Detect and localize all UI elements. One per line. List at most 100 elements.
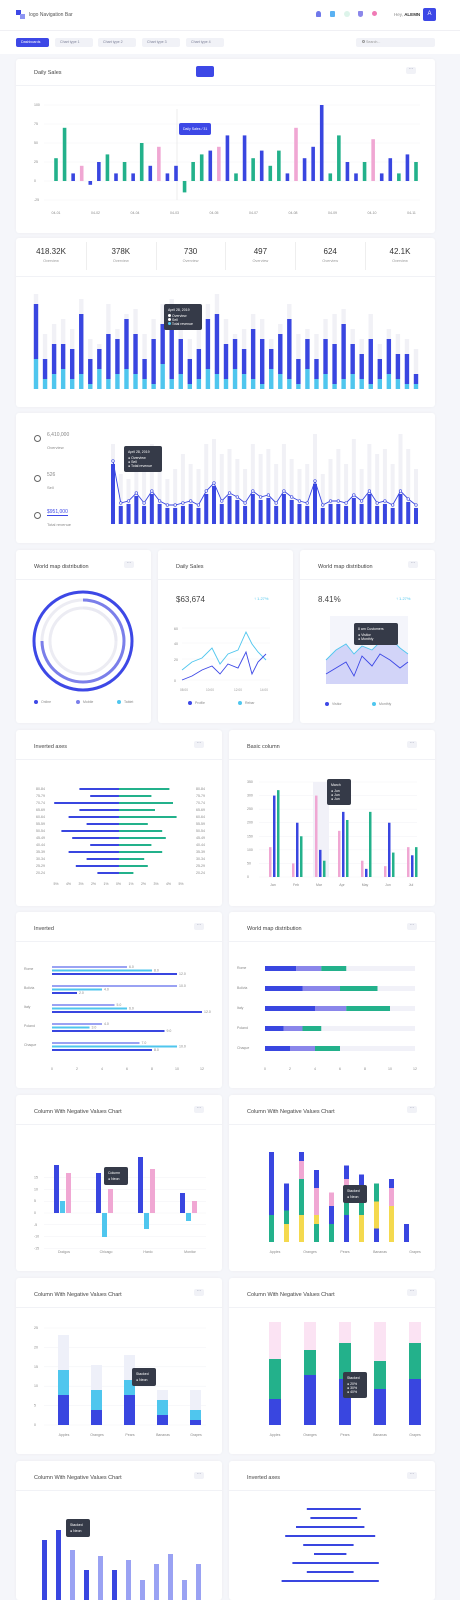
bar-segment-overview bbox=[160, 324, 165, 364]
bar-segment bbox=[302, 986, 340, 991]
bar-left bbox=[296, 1526, 332, 1528]
shield-icon[interactable] bbox=[358, 11, 363, 17]
tooltip-item-label: Sell bbox=[131, 460, 137, 464]
circle-icon[interactable] bbox=[344, 11, 350, 17]
more-options-button[interactable]: ··· bbox=[407, 923, 417, 930]
bar-segment-overview bbox=[51, 344, 57, 374]
bar-value-label: 10.0 bbox=[179, 1045, 186, 1049]
card-title: World map distribution bbox=[318, 564, 373, 570]
bar-segment bbox=[340, 986, 378, 991]
bar-segment bbox=[346, 1006, 390, 1011]
tooltip-item: Overview bbox=[168, 314, 198, 318]
y-tick-label: 100 bbox=[247, 848, 253, 852]
bar-right bbox=[332, 1571, 354, 1573]
bar-chart-toggle[interactable] bbox=[196, 66, 214, 77]
bar-segment-sell bbox=[395, 379, 401, 389]
tab-chart-type-4[interactable]: Chart type 4 bbox=[186, 38, 224, 47]
bar-background bbox=[250, 444, 255, 524]
bar-background bbox=[390, 464, 395, 524]
tooltip-item-label: Neon bbox=[111, 1177, 120, 1181]
trend-point bbox=[134, 491, 138, 495]
y-tick-label: -15 bbox=[34, 1246, 39, 1250]
trend-point bbox=[414, 503, 418, 507]
more-options-button[interactable]: ··· bbox=[407, 1289, 417, 1296]
bar-left bbox=[306, 1571, 332, 1573]
divider bbox=[300, 579, 435, 580]
more-options-button[interactable]: ··· bbox=[194, 741, 204, 748]
bar bbox=[371, 139, 375, 181]
search-input[interactable]: Search... bbox=[356, 38, 435, 47]
row-label-right: 80-84 bbox=[196, 787, 205, 791]
heart-icon[interactable] bbox=[372, 11, 377, 16]
bar-segment bbox=[269, 1322, 281, 1359]
world-map-stacked-card: World map distribution ··· Rome Bolivia It… bbox=[229, 912, 435, 1088]
more-options-button[interactable]: ··· bbox=[406, 67, 416, 74]
tab-chart-type-1[interactable]: Chart type 1 bbox=[55, 38, 93, 47]
bar-segment bbox=[374, 1183, 379, 1202]
bar-segment-sell bbox=[79, 374, 84, 389]
bar bbox=[139, 143, 144, 181]
more-options-button[interactable]: ··· bbox=[408, 561, 418, 568]
bar-value-label: 4.0 bbox=[104, 988, 109, 992]
negative-stacked-card: Column With Negative Values Chart ··· Ap… bbox=[229, 1095, 435, 1271]
bar bbox=[414, 508, 418, 524]
inverted-axes-card-2: Inverted axes ··· bbox=[229, 1461, 435, 1600]
x-tick-label: 04-07 bbox=[249, 211, 258, 215]
x-tick-label: Grapes bbox=[409, 1433, 421, 1437]
x-tick-label: 1% bbox=[103, 882, 108, 886]
x-tick-label: Oranges bbox=[303, 1250, 317, 1254]
y-tick-label: 0 bbox=[34, 1211, 36, 1215]
x-tick-label: Hanlo bbox=[143, 1250, 152, 1254]
trend-point bbox=[383, 499, 387, 503]
bar bbox=[328, 504, 333, 524]
more-options-button[interactable]: ··· bbox=[194, 1472, 204, 1479]
bell-icon[interactable] bbox=[316, 11, 321, 17]
column bbox=[126, 1560, 131, 1600]
bar-right bbox=[119, 823, 148, 825]
user-name: ALEMN bbox=[404, 12, 421, 17]
card-title: Daily Sales bbox=[34, 70, 62, 76]
more-options-button[interactable]: ··· bbox=[407, 741, 417, 748]
bar bbox=[251, 158, 255, 181]
column bbox=[98, 1556, 103, 1600]
daily-sales-small-card: Daily Sales $63,674 ↑ 1.27% 60 40 20 0 08:… bbox=[158, 550, 293, 723]
column bbox=[56, 1530, 61, 1600]
trend-point bbox=[189, 499, 193, 503]
divider bbox=[229, 1124, 435, 1125]
bar bbox=[319, 105, 324, 181]
column bbox=[140, 1580, 145, 1600]
trend-point bbox=[181, 501, 185, 505]
bar-left bbox=[72, 837, 119, 839]
bar bbox=[212, 486, 216, 524]
tab-chart-type-2[interactable]: Chart type 2 bbox=[98, 38, 136, 47]
overview-value: 6,410,000 bbox=[47, 432, 70, 438]
bar-segment bbox=[409, 1379, 421, 1425]
tab-chart-type-3[interactable]: Chart type 3 bbox=[142, 38, 180, 47]
avatar[interactable]: A bbox=[423, 8, 436, 21]
y-tick-label: 20 bbox=[34, 1345, 38, 1349]
logo-icon[interactable] bbox=[16, 10, 25, 19]
more-options-button[interactable]: ··· bbox=[194, 1106, 204, 1113]
tab-dashboards[interactable]: Dashboards bbox=[16, 38, 49, 47]
more-options-button[interactable]: ··· bbox=[124, 561, 134, 568]
x-tick-label: 10 bbox=[175, 1067, 179, 1071]
x-tick-label: 2 bbox=[76, 1067, 78, 1071]
more-options-button[interactable]: ··· bbox=[407, 1472, 417, 1479]
bar-segment-sell bbox=[259, 384, 265, 389]
column bbox=[196, 1564, 201, 1600]
bar-value-label: 12.0 bbox=[179, 972, 186, 976]
logo-text[interactable]: logo Navigation Bar bbox=[29, 12, 73, 18]
bar-left bbox=[292, 1562, 332, 1564]
more-options-button[interactable]: ··· bbox=[194, 1289, 204, 1296]
bar-background bbox=[265, 1026, 415, 1031]
y-tick-label: 10 bbox=[34, 1384, 38, 1388]
bar-background bbox=[281, 444, 286, 524]
bar-segment-sell bbox=[368, 384, 373, 389]
tooltip-title: Stacked bbox=[347, 1376, 360, 1380]
bar-segment-overview bbox=[187, 359, 193, 384]
bar-segment-sell bbox=[287, 379, 292, 389]
cube-icon[interactable] bbox=[330, 11, 335, 17]
more-options-button[interactable]: ··· bbox=[407, 1106, 417, 1113]
bar bbox=[379, 173, 384, 181]
more-options-button[interactable]: ··· bbox=[194, 923, 204, 930]
